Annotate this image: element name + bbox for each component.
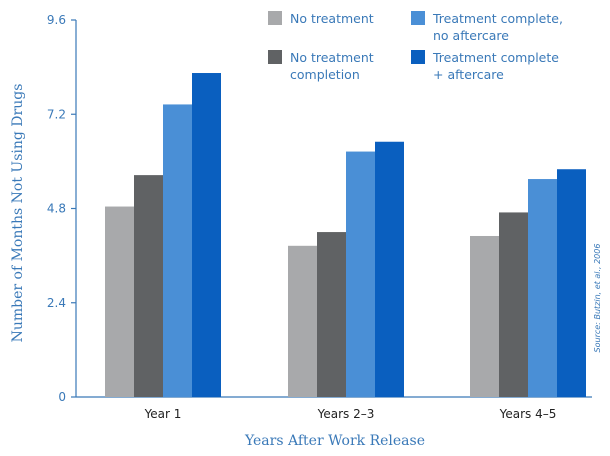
bar xyxy=(134,175,163,397)
bar xyxy=(288,245,317,397)
source-note: Source: Butzin, et al., 2006 xyxy=(593,244,602,353)
legend-label: No treatment xyxy=(290,50,374,65)
legend-swatch xyxy=(411,11,425,25)
y-axis-title: Number of Months Not Using Drugs xyxy=(10,84,26,343)
chart-bars xyxy=(105,73,586,398)
bar xyxy=(163,104,192,398)
x-category-labels: Year 1 Years 2–3 Years 4–5 xyxy=(144,407,557,421)
legend-label: + aftercare xyxy=(433,67,504,82)
bar xyxy=(375,141,404,397)
y-tick-label: 4.8 xyxy=(47,202,66,216)
x-category-label: Years 4–5 xyxy=(499,407,557,421)
bar xyxy=(557,169,586,397)
y-tick-labels: 0 2.4 4.8 7.2 9.6 xyxy=(47,13,76,404)
x-category-label: Year 1 xyxy=(144,407,182,421)
legend-swatch xyxy=(411,50,425,64)
x-axis-title: Years After Work Release xyxy=(244,433,425,449)
bar xyxy=(192,73,221,397)
y-tick-label: 2.4 xyxy=(47,296,66,310)
legend: No treatment No treatment completion Treatm… xyxy=(268,11,563,82)
bar xyxy=(317,232,346,397)
legend-label: completion xyxy=(290,67,360,82)
bar xyxy=(528,179,557,397)
legend-swatch xyxy=(268,11,282,25)
legend-label: Treatment complete xyxy=(432,50,559,65)
legend-label: No treatment xyxy=(290,11,374,26)
legend-label: no aftercare xyxy=(433,28,509,43)
bar xyxy=(105,206,134,397)
y-tick-label: 0 xyxy=(58,390,66,404)
bar xyxy=(499,212,528,397)
legend-label: Treatment complete, xyxy=(432,11,563,26)
x-category-label: Years 2–3 xyxy=(317,407,375,421)
bar xyxy=(470,235,499,397)
legend-swatch xyxy=(268,50,282,64)
y-tick-label: 9.6 xyxy=(47,13,66,27)
bar xyxy=(346,151,375,397)
y-tick-label: 7.2 xyxy=(47,107,66,121)
